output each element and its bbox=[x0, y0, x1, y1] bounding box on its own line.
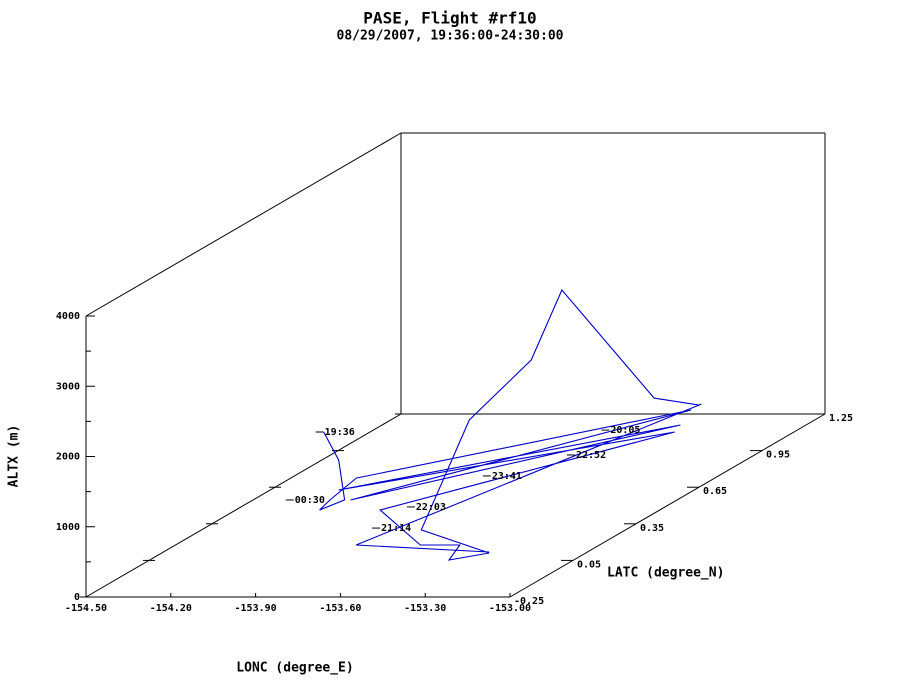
z-tick-label: 4000 bbox=[56, 311, 80, 322]
x-axis-label: LONC (degree_E) bbox=[236, 661, 353, 676]
z-tick-label: 3000 bbox=[56, 381, 80, 392]
y-tick-label: 1.25 bbox=[829, 413, 853, 424]
chart-title: PASE, Flight #rf10 bbox=[363, 9, 536, 28]
x-tick-label: -154.20 bbox=[150, 603, 192, 614]
z-tick-label: 1000 bbox=[56, 522, 80, 533]
x-tick-label: -153.60 bbox=[319, 603, 361, 614]
time-label: 22:52 bbox=[576, 450, 606, 461]
time-label: 21:14 bbox=[381, 523, 411, 534]
x-tick-label: -153.30 bbox=[404, 603, 446, 614]
x-tick-label: -154.50 bbox=[65, 603, 107, 614]
box-edge bbox=[85, 132, 402, 317]
time-label: 00:30 bbox=[295, 495, 325, 506]
time-label: 22:03 bbox=[416, 502, 446, 513]
y-tick-label: 0.65 bbox=[703, 486, 727, 497]
time-label: 20:05 bbox=[610, 425, 640, 436]
box-edge bbox=[85, 413, 402, 598]
y-tick-label: -0.25 bbox=[514, 596, 544, 607]
y-tick-label: 0.95 bbox=[766, 450, 790, 461]
y-tick-label: 0.35 bbox=[640, 523, 664, 534]
x-tick-label: -153.90 bbox=[235, 603, 277, 614]
chart-subtitle: 08/29/2007, 19:36:00-24:30:00 bbox=[337, 29, 564, 44]
flight-track bbox=[319, 288, 702, 561]
time-label: 23:41 bbox=[492, 471, 522, 482]
x-tick-label: -153.00 bbox=[489, 603, 531, 614]
z-axis-label: ALTX (m) bbox=[7, 425, 22, 488]
y-axis-label: LATC (degree_N) bbox=[607, 566, 724, 581]
box-edge bbox=[509, 413, 826, 598]
z-tick-label: 2000 bbox=[56, 452, 80, 463]
time-label: 19:36 bbox=[325, 427, 355, 438]
y-tick-label: 0.05 bbox=[577, 559, 601, 570]
z-tick-label: 0 bbox=[74, 592, 80, 603]
